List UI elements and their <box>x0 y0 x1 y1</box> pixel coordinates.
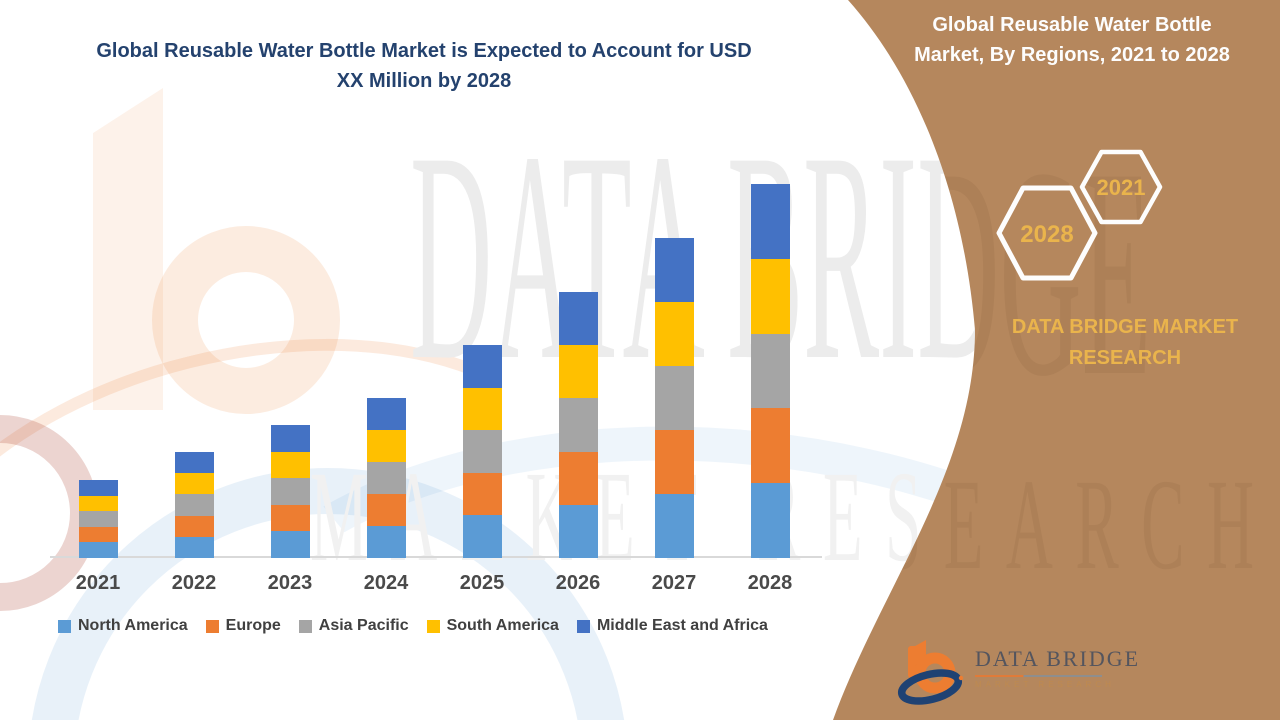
logo-subtitle: MARKET RESEARCH <box>975 680 1115 689</box>
plot-area <box>50 158 822 558</box>
x-axis-label-2023: 2023 <box>267 572 313 594</box>
hexagon-2028-label: 2028 <box>1020 221 1073 248</box>
segment-south-america <box>654 302 694 366</box>
segment-asia-pacific <box>750 333 790 409</box>
x-axis-labels: 2021 2022 2023 2024 2025 2026 2027 2028 <box>50 572 822 598</box>
segment-middle-east-and-africa <box>750 184 790 259</box>
segment-north-america <box>270 531 310 558</box>
segment-asia-pacific <box>270 478 310 505</box>
segment-europe <box>366 494 406 526</box>
databridge-logo-icon <box>897 640 964 705</box>
x-axis-line <box>50 556 822 558</box>
legend-item-asia-pacific: Asia Pacific <box>298 617 409 635</box>
bar-2026 <box>558 292 598 558</box>
segment-europe <box>750 408 790 484</box>
legend-swatch <box>576 619 590 633</box>
segment-north-america <box>750 483 790 558</box>
segment-south-america <box>78 495 118 512</box>
databridge-logo: DATA BRIDGE MARKET RESEARCH <box>893 634 1140 708</box>
segment-south-america <box>750 258 790 334</box>
legend-label: South America <box>446 617 559 634</box>
segment-north-america <box>558 504 598 558</box>
segment-south-america <box>366 430 406 462</box>
segment-asia-pacific <box>174 494 214 516</box>
legend-swatch <box>58 619 71 633</box>
legend-item-europe: Europe <box>205 617 281 635</box>
x-axis-label-2026: 2026 <box>555 572 601 594</box>
segment-asia-pacific <box>462 430 502 473</box>
segment-north-america <box>462 515 502 558</box>
segment-asia-pacific <box>654 366 694 430</box>
x-axis-label-2025: 2025 <box>459 572 505 594</box>
hexagon-2021-label: 2021 <box>1097 175 1146 200</box>
panel-watermark-line2: MARKET RESEARCH <box>310 453 1276 597</box>
segment-south-america <box>558 345 598 399</box>
x-axis-label-2027: 2027 <box>651 572 697 594</box>
segment-europe <box>462 472 502 516</box>
segment-south-america <box>174 473 214 495</box>
segment-middle-east-and-africa <box>174 452 214 474</box>
side-panel-shape <box>833 0 1280 720</box>
legend-label: Middle East and Africa <box>596 617 768 634</box>
segment-south-america <box>270 451 310 479</box>
legend-swatch <box>426 619 440 633</box>
bar-2022 <box>174 452 214 558</box>
x-axis-label-2024: 2024 <box>363 572 409 594</box>
chart-legend: North America Europe Asia Pacific South Ame… <box>58 617 768 635</box>
panel-title: Global Reusable Water Bottle Market, By … <box>914 14 1230 66</box>
legend-label: Europe <box>225 617 281 634</box>
segment-north-america <box>174 536 214 558</box>
segment-middle-east-and-africa <box>654 238 694 302</box>
bar-2021 <box>78 480 118 558</box>
x-axis-label-2021: 2021 <box>75 572 121 594</box>
segment-asia-pacific <box>558 398 598 452</box>
logo-rule <box>975 675 1102 677</box>
hexagon-2028 <box>996 185 1098 281</box>
segment-middle-east-and-africa <box>366 398 406 430</box>
legend-item-south-america: South America <box>426 617 559 635</box>
legend-label: Asia Pacific <box>318 617 409 634</box>
hexagon-2021 <box>1079 149 1163 225</box>
bar-2027 <box>654 238 694 558</box>
segment-north-america <box>366 526 406 558</box>
segment-south-america <box>462 387 502 431</box>
bar-2025 <box>462 345 502 558</box>
segment-middle-east-and-africa <box>270 425 310 452</box>
segment-europe <box>654 430 694 494</box>
bar-2023 <box>270 425 310 558</box>
segment-asia-pacific <box>366 462 406 494</box>
bar-2028 <box>750 184 790 558</box>
segment-europe <box>270 504 310 532</box>
legend-item-middle-east-and-africa: Middle East and Africa <box>576 617 768 635</box>
segment-asia-pacific <box>78 511 118 527</box>
legend-item-north-america: North America <box>58 617 188 635</box>
segment-north-america <box>654 494 694 558</box>
chart-title: Global Reusable Water Bottle Market is E… <box>96 40 752 92</box>
watermark-logo-stem <box>93 88 163 410</box>
brand-text: DATA BRIDGE MARKET RESEARCH <box>1011 316 1239 369</box>
x-axis-label-2028: 2028 <box>747 572 793 594</box>
legend-label: North America <box>78 617 188 634</box>
segment-europe <box>558 451 598 505</box>
logo-name: DATA BRIDGE <box>975 646 1141 671</box>
segment-europe <box>174 515 214 537</box>
legend-swatch <box>298 619 312 633</box>
segment-middle-east-and-africa <box>462 345 502 388</box>
segment-europe <box>78 526 118 543</box>
segment-middle-east-and-africa <box>78 480 118 496</box>
segment-middle-east-and-africa <box>558 292 598 346</box>
x-axis-label-2022: 2022 <box>171 572 217 594</box>
legend-swatch <box>205 619 219 633</box>
bar-2024 <box>366 398 406 558</box>
segment-north-america <box>78 542 118 558</box>
